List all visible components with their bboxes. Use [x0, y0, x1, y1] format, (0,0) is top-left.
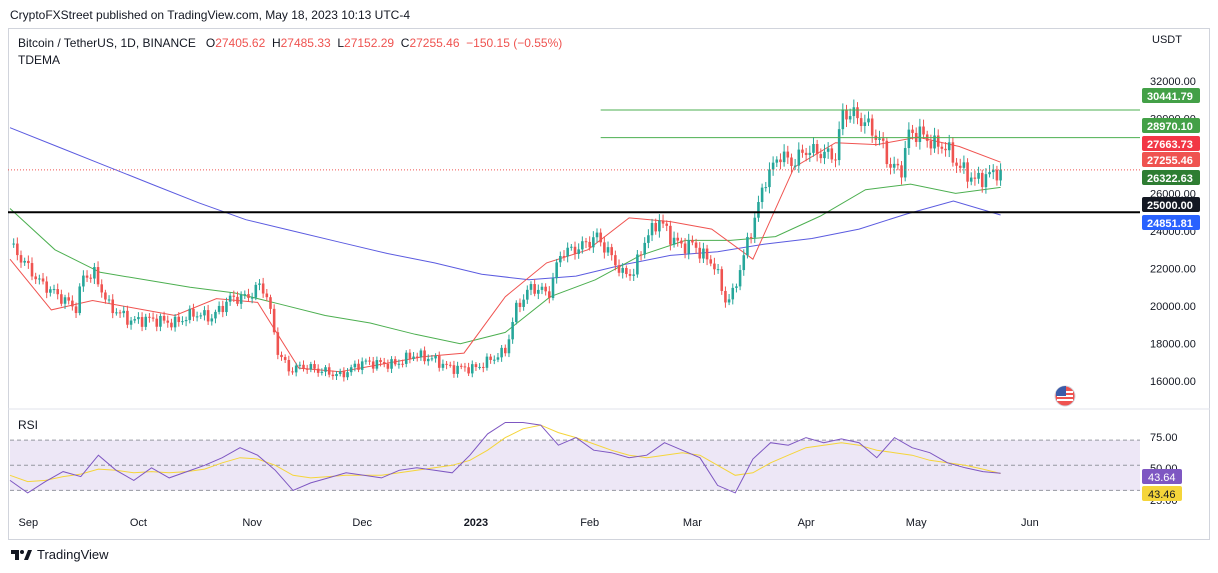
low-value: 27152.29 [344, 36, 395, 50]
tradingview-logo-icon [11, 549, 32, 560]
rsi-pane-label[interactable]: RSI [18, 418, 39, 432]
open-value: 27405.62 [215, 36, 266, 50]
published-header: CryptoFXStreet published on TradingView.… [10, 8, 410, 22]
change-value: −150.15 (−0.55%) [466, 36, 563, 50]
tradingview-brand: TradingView [37, 547, 109, 562]
tradingview-footer[interactable]: TradingView [10, 547, 109, 562]
open-label: O [205, 36, 216, 50]
low-label: L [337, 36, 345, 50]
currency-label[interactable]: USDT [1152, 34, 1182, 46]
indicator-label[interactable]: TDEMA [18, 53, 60, 67]
close-value: 27255.46 [409, 36, 460, 50]
chart-frame [8, 28, 1210, 540]
high-value: 27485.33 [280, 36, 331, 50]
symbol-legend: Bitcoin / TetherUS, 1D, BINANCE O27405.6… [18, 36, 562, 50]
symbol-name[interactable]: Bitcoin / TetherUS, 1D, BINANCE [18, 36, 196, 50]
close-label: C [400, 36, 410, 50]
high-label: H [271, 36, 281, 50]
